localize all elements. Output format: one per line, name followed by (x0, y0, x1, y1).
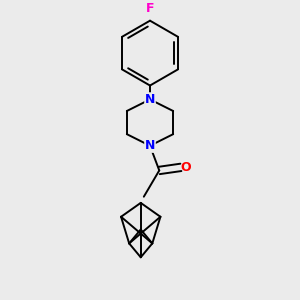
Text: F: F (146, 2, 154, 15)
Text: O: O (181, 161, 191, 174)
Text: N: N (145, 93, 155, 106)
Text: N: N (145, 139, 155, 152)
